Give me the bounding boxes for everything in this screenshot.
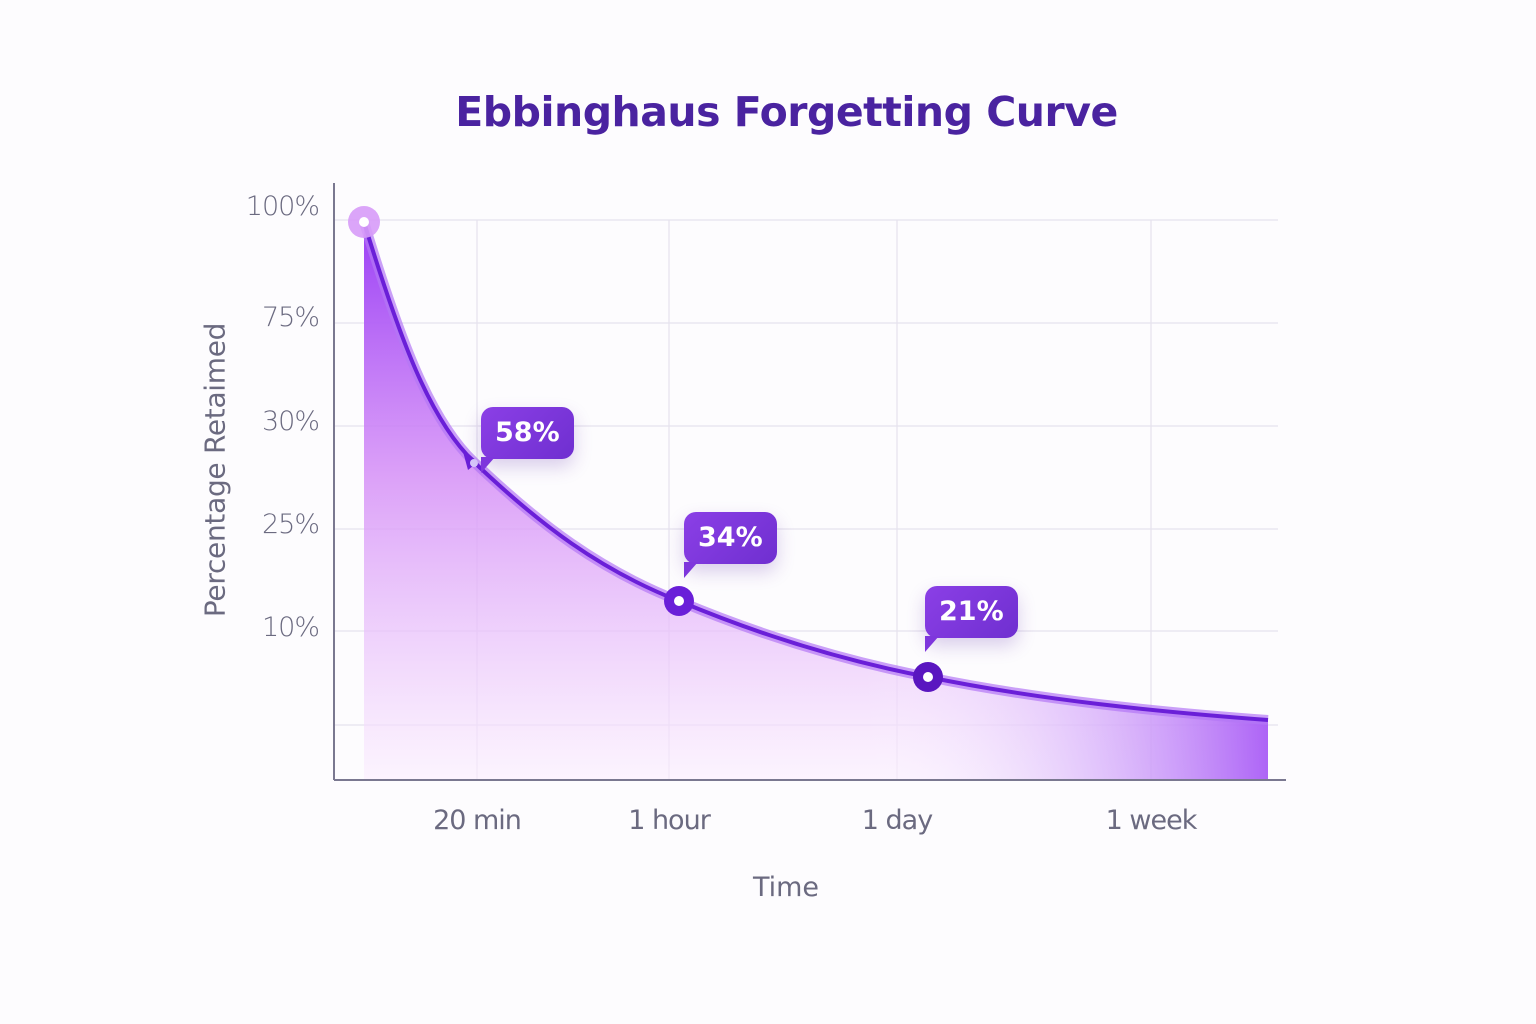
xtick-1day: 1 day: [861, 805, 933, 836]
ytick-100: 100%: [245, 191, 320, 222]
y-axis-label: Percentage Retaimed: [198, 322, 232, 618]
marker-1day: [913, 662, 943, 692]
ytick-25: 25%: [261, 509, 320, 540]
ytick-30: 30%: [261, 406, 320, 437]
xtick-1week: 1 week: [1105, 805, 1198, 836]
ytick-75: 75%: [261, 302, 320, 333]
marker-1hour: [664, 586, 694, 616]
chart-title: Ebbinghaus Forgetting Curve: [455, 88, 1118, 136]
ytick-10: 10%: [261, 612, 320, 643]
xtick-1hour: 1 hour: [628, 805, 711, 836]
marker-20min: [462, 448, 478, 470]
x-axis-label: Time: [752, 872, 820, 903]
xtick-20min: 20 min: [433, 805, 522, 836]
start-marker: [348, 206, 380, 238]
callout-21: 21%: [925, 586, 1018, 652]
callout-34: 34%: [684, 512, 777, 578]
callout-58: 58%: [481, 407, 574, 473]
